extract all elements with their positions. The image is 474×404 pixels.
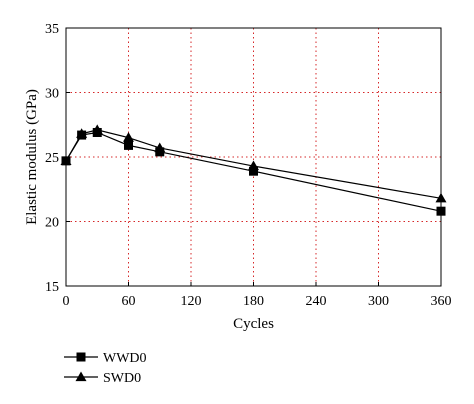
legend-label: SWD0 (103, 371, 141, 386)
legend-item-WWD0: WWD0 (64, 351, 147, 366)
plot-frame (65, 27, 442, 287)
data-point (436, 206, 446, 216)
legend-label: WWD0 (103, 351, 147, 366)
x-tick-label: 60 (122, 294, 136, 309)
x-tick-label: 300 (368, 294, 389, 309)
data-point (435, 192, 447, 203)
y-axis-title: Elastic modulus (GPa) (24, 89, 40, 225)
y-tick-label: 25 (45, 151, 59, 166)
y-tick-label: 15 (45, 280, 59, 295)
x-tick-label: 240 (306, 294, 327, 309)
grid (66, 28, 441, 286)
data-point (124, 140, 133, 150)
y-tick-label: 35 (45, 22, 59, 37)
data-point (76, 128, 88, 138)
series-layer (60, 124, 447, 216)
data-point (249, 166, 258, 176)
legend: WWD0 SWD0 (64, 351, 147, 386)
axis-ticks (65, 27, 442, 287)
x-tick-label: 180 (243, 294, 264, 309)
tick-labels: 0 60 120 180 240 300 360 15 20 25 30 35 (45, 22, 452, 309)
series-SWD0 (60, 124, 447, 203)
data-point (60, 155, 72, 165)
data-point (154, 142, 166, 153)
data-point (248, 160, 259, 171)
x-tick-label: 360 (431, 294, 452, 309)
data-point (123, 132, 134, 142)
x-tick-label: 0 (63, 294, 70, 309)
y-tick-label: 20 (45, 216, 59, 231)
x-tick-label: 120 (181, 294, 202, 309)
legend-item-SWD0: SWD0 (64, 371, 141, 386)
data-point (91, 124, 103, 135)
legend-marker (76, 352, 86, 362)
x-axis-title: Cycles (233, 316, 274, 332)
y-tick-label: 30 (45, 87, 59, 102)
legend-marker (75, 371, 87, 382)
